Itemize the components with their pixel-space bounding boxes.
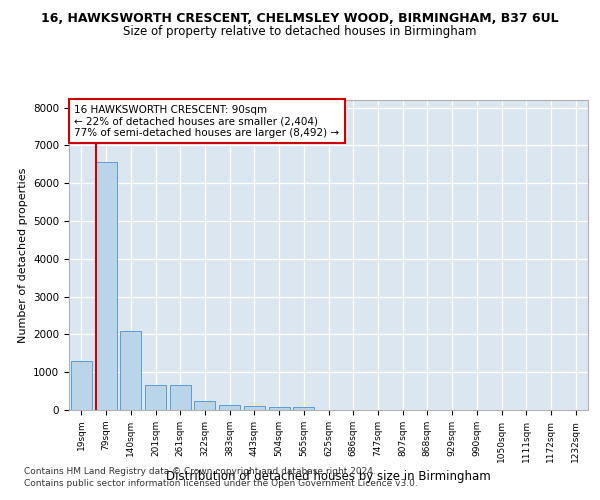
Bar (194, 400, 215, 410)
X-axis label: Distribution of detached houses by size in Birmingham: Distribution of detached houses by size … (166, 470, 491, 483)
Bar (293, 407, 314, 410)
Bar (219, 405, 240, 410)
Bar (95, 162, 116, 410)
Text: 16, HAWKSWORTH CRESCENT, CHELMSLEY WOOD, BIRMINGHAM, B37 6UL: 16, HAWKSWORTH CRESCENT, CHELMSLEY WOOD,… (41, 12, 559, 26)
Text: Contains public sector information licensed under the Open Government Licence v3: Contains public sector information licen… (24, 478, 418, 488)
Y-axis label: Number of detached properties: Number of detached properties (17, 168, 28, 342)
Text: Contains HM Land Registry data © Crown copyright and database right 2024.: Contains HM Land Registry data © Crown c… (24, 467, 376, 476)
Bar (145, 386, 166, 410)
Bar (71, 361, 92, 410)
Bar (269, 407, 290, 410)
Text: 16 HAWKSWORTH CRESCENT: 90sqm
← 22% of detached houses are smaller (2,404)
77% o: 16 HAWKSWORTH CRESCENT: 90sqm ← 22% of d… (74, 104, 340, 138)
Bar (170, 386, 191, 410)
Bar (120, 332, 141, 410)
Bar (244, 406, 265, 410)
Text: Size of property relative to detached houses in Birmingham: Size of property relative to detached ho… (123, 25, 477, 38)
